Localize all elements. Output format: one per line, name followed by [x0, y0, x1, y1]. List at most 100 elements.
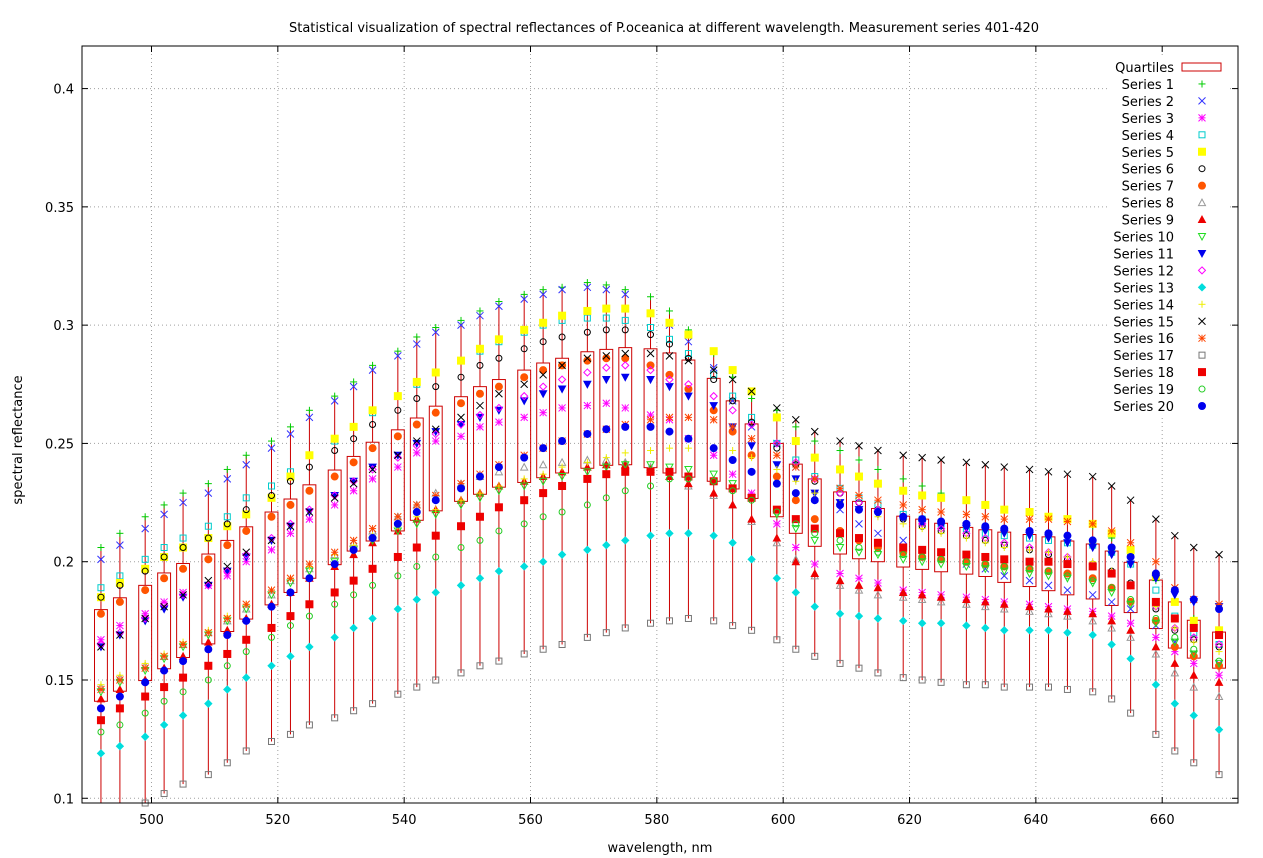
data-point [179, 780, 187, 788]
data-point [115, 628, 125, 637]
data-point [791, 525, 801, 534]
box-group [1104, 486, 1119, 699]
data-point [1107, 640, 1116, 649]
data-point [791, 489, 800, 498]
data-point [665, 475, 673, 483]
data-point [179, 673, 188, 682]
data-point [495, 482, 503, 490]
data-point [962, 595, 971, 604]
data-point [981, 500, 990, 509]
data-point [432, 506, 440, 514]
series-group [141, 614, 1223, 807]
data-point [665, 307, 673, 315]
data-point [495, 418, 503, 426]
data-point [728, 538, 737, 547]
data-point [1152, 557, 1160, 566]
data-point [160, 501, 168, 509]
data-point [1107, 588, 1116, 598]
data-point [1088, 520, 1097, 528]
data-point [1126, 496, 1135, 505]
data-point [520, 453, 529, 462]
data-point [962, 562, 971, 571]
data-point [981, 512, 990, 521]
data-point [684, 413, 693, 422]
box-group [94, 547, 108, 803]
data-point [1088, 630, 1097, 640]
data-point [665, 340, 673, 348]
data-point [874, 496, 882, 505]
x-tick-label: 500 [139, 813, 164, 828]
data-point [583, 306, 592, 315]
data-point [476, 423, 484, 431]
box-quartile-rect [744, 423, 759, 499]
data-point [621, 404, 630, 412]
box-group [959, 462, 974, 685]
data-point [981, 560, 989, 568]
data-point [747, 442, 756, 451]
data-point [538, 382, 548, 391]
box-group [706, 351, 721, 621]
data-point [810, 568, 820, 578]
data-point [854, 580, 864, 589]
data-point [773, 451, 781, 460]
data-point [583, 468, 592, 477]
x-tick-label: 540 [392, 813, 417, 828]
data-point [1171, 633, 1179, 641]
data-point [1215, 550, 1223, 559]
series-group [97, 314, 1223, 649]
data-point [620, 373, 630, 382]
data-point [918, 676, 926, 684]
box-group [1123, 500, 1138, 714]
data-point [538, 477, 548, 486]
series-group [96, 461, 1224, 697]
data-point [204, 522, 212, 530]
data-point [962, 519, 971, 528]
data-point [457, 413, 465, 422]
data-point [557, 550, 567, 559]
data-point [557, 385, 567, 394]
data-point [159, 600, 169, 609]
data-point [1063, 586, 1072, 594]
box-group [473, 310, 487, 666]
data-point [368, 534, 377, 543]
data-point [475, 344, 484, 353]
data-point [558, 404, 566, 412]
data-point [646, 467, 655, 476]
data-point [647, 482, 655, 490]
data-point [1215, 657, 1223, 665]
data-point [97, 685, 105, 694]
data-point [583, 633, 591, 641]
data-point [602, 314, 610, 322]
data-point [557, 473, 567, 482]
data-point [962, 550, 971, 559]
data-point [223, 759, 231, 767]
data-point [773, 508, 781, 516]
data-point [684, 380, 693, 389]
data-point [665, 463, 674, 472]
data-point [899, 512, 908, 521]
data-point [179, 544, 187, 552]
data-point [855, 491, 863, 500]
data-point [665, 383, 674, 392]
data-point [286, 612, 295, 621]
data-point [835, 609, 845, 618]
data-point [305, 505, 314, 514]
data-point [96, 609, 105, 618]
data-point [1089, 688, 1097, 696]
data-point [1170, 642, 1179, 651]
data-point [1189, 595, 1198, 604]
data-point [709, 444, 718, 453]
data-point [538, 557, 548, 566]
x-tick-label: 600 [771, 813, 796, 828]
data-point [1088, 609, 1098, 618]
data-point [962, 599, 971, 608]
data-point [539, 513, 547, 521]
data-point [494, 463, 503, 472]
data-point [558, 641, 566, 649]
data-point [1107, 551, 1116, 560]
data-point [836, 484, 844, 493]
data-point [899, 543, 908, 552]
series-group [97, 413, 1223, 694]
data-point [1170, 586, 1179, 595]
